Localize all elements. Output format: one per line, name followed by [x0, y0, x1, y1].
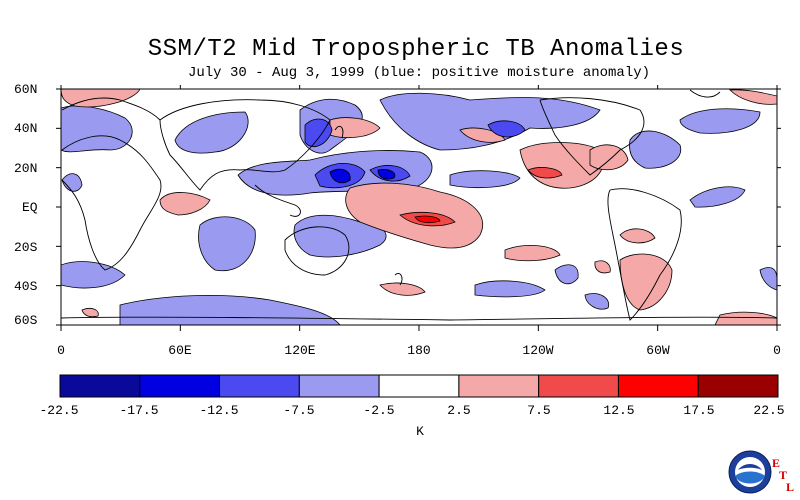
colorbar-swatch — [139, 374, 221, 398]
noaa-logo-icon — [728, 450, 772, 494]
logo-letter-t: T — [779, 468, 788, 482]
samerica-outline — [607, 188, 682, 321]
lon-label-0-east: 0 — [773, 343, 781, 358]
anomaly-core — [527, 167, 563, 179]
anomaly-region — [504, 245, 561, 262]
anomaly-region — [293, 214, 387, 258]
colorbar-tick-label: -12.5 — [199, 403, 239, 418]
anomaly-region — [174, 111, 249, 154]
lon-label-120w: 120W — [522, 343, 554, 358]
lat-label-eq: EQ — [22, 200, 38, 215]
anomaly-region — [198, 216, 256, 272]
africa-outline — [61, 135, 162, 271]
europe-outline — [61, 97, 161, 121]
anomaly-region — [619, 253, 673, 311]
anomaly-region — [119, 295, 341, 325]
anomaly-region — [61, 105, 133, 153]
anomaly-region — [594, 260, 611, 274]
colorbar-tick-label: 22.5 — [753, 403, 785, 418]
anomaly-region — [329, 117, 381, 139]
anomaly-region — [714, 311, 777, 325]
anomaly-region — [61, 173, 83, 192]
lat-label-60n: 60N — [14, 82, 38, 97]
logo-letter-e: E — [772, 456, 781, 470]
colorbar-tick-label: 2.5 — [447, 403, 471, 418]
nz-outline — [394, 273, 403, 286]
anomaly-core — [487, 120, 526, 138]
anomaly-region — [81, 308, 99, 318]
australia-outline — [284, 226, 350, 276]
anomaly-region — [629, 130, 682, 169]
colorbar-swatch — [378, 374, 460, 398]
lat-label-20n: 20N — [14, 161, 38, 176]
anomaly-region — [759, 267, 777, 291]
greenland-outline — [689, 89, 721, 98]
colorbar-tick-label: 17.5 — [683, 403, 715, 418]
lat-label-60s: 60S — [14, 313, 38, 328]
anomaly-region — [159, 192, 211, 216]
anomaly-region — [379, 92, 601, 151]
anomaly-fields — [61, 89, 777, 325]
colorbar-swatch — [617, 374, 699, 398]
lon-label-180: 180 — [407, 343, 431, 358]
anomaly-region — [474, 280, 546, 298]
anomaly-region — [61, 261, 126, 289]
lon-label-60e: 60E — [168, 343, 192, 358]
anomaly-region — [679, 108, 761, 134]
colorbar — [59, 374, 779, 398]
lon-label-0: 0 — [57, 343, 65, 358]
anomaly-core — [377, 169, 396, 180]
anomaly-region — [379, 282, 426, 296]
antarctic-outline — [61, 316, 777, 321]
anomaly-region — [449, 170, 521, 189]
lat-label-20s: 20S — [14, 240, 38, 255]
colorbar-tick-label: -7.5 — [283, 403, 315, 418]
colorbar-tick-label: -2.5 — [363, 403, 395, 418]
anomaly-region — [619, 228, 656, 244]
colorbar-swatch — [59, 374, 141, 398]
colorbar-swatch — [538, 374, 619, 398]
seasia-outline — [254, 184, 301, 217]
anomaly-core — [414, 215, 441, 224]
lon-label-60w: 60W — [646, 343, 670, 358]
lat-label-40n: 40N — [14, 121, 38, 136]
anomaly-core — [304, 118, 333, 147]
colorbar-swatch — [219, 374, 300, 398]
colorbar-tick-label: 12.5 — [603, 403, 635, 418]
anomaly-region — [729, 89, 777, 105]
chart-title: SSM/T2 Mid Tropospheric TB Anomalies — [147, 36, 685, 63]
anomaly-core — [329, 168, 351, 184]
coastlines — [61, 89, 777, 321]
namerica-outline — [539, 97, 645, 176]
lon-label-120e: 120E — [284, 343, 316, 358]
colorbar-swatch — [298, 374, 380, 398]
colorbar-tick-label: 7.5 — [527, 403, 551, 418]
logo-letter-l: L — [786, 480, 795, 494]
lat-label-40s: 40S — [14, 279, 38, 294]
colorbar-unit: K — [416, 424, 424, 439]
japan-outline — [334, 125, 344, 139]
asia-outline — [159, 99, 331, 191]
colorbar-tick-label: -17.5 — [119, 403, 159, 418]
colorbar-tick-label: -22.5 — [39, 403, 79, 418]
anomaly-region — [689, 186, 746, 208]
anomaly-cores — [304, 118, 563, 227]
chart-subtitle: July 30 - Aug 3, 1999 (blue: positive mo… — [187, 65, 651, 81]
axis-ticks — [56, 85, 781, 331]
colorbar-swatch — [697, 374, 779, 398]
anomaly-region — [584, 293, 610, 310]
anomaly-region — [554, 264, 579, 285]
colorbar-swatch — [458, 374, 540, 398]
